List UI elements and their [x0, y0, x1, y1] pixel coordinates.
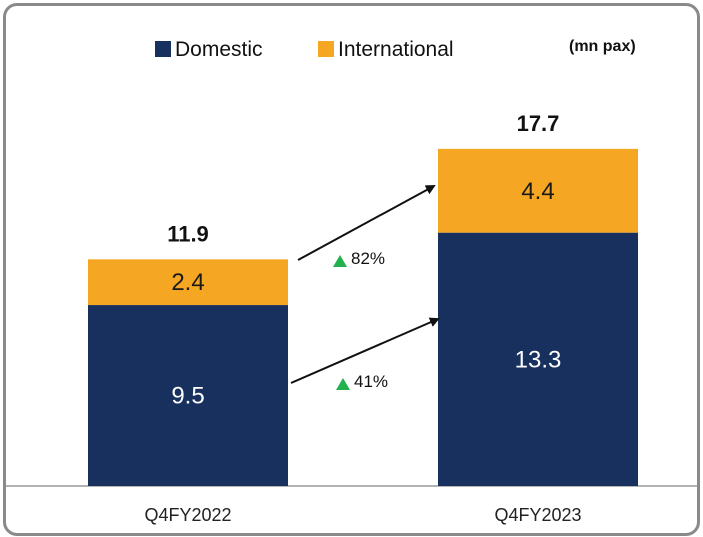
legend-swatch-domestic [155, 41, 171, 57]
bar-domestic-q4fy2022 [88, 305, 288, 486]
stacked-bar-chart: Domestic International (mn pax) 9.5 13.3… [6, 38, 697, 525]
chart-frame: Domestic International (mn pax) 9.5 13.3… [3, 3, 700, 536]
legend-label-international: International [338, 38, 454, 61]
growth-arrow-domestic [290, 317, 440, 384]
x-tick-label-q4fy2023: Q4FY2023 [494, 505, 581, 525]
x-tick-label-q4fy2022: Q4FY2022 [144, 505, 231, 525]
total-label-q4fy2023: 17.7 [517, 111, 560, 136]
legend-swatch-international [318, 41, 334, 57]
unit-label: (mn pax) [569, 38, 636, 55]
bar-international-q4fy2022 [88, 259, 288, 306]
value-label-domestic-q4fy2023: 13.3 [515, 346, 562, 373]
value-label-international-q4fy2023: 4.4 [521, 178, 554, 205]
up-triangle-icon [336, 378, 350, 390]
growth-label-domestic: 41% [354, 372, 388, 391]
bar-domestic-q4fy2023 [438, 232, 638, 486]
growth-label-international: 82% [351, 249, 385, 268]
up-triangle-icon [333, 255, 347, 267]
total-label-q4fy2022: 11.9 [167, 221, 209, 246]
value-label-international-q4fy2022: 2.4 [171, 269, 204, 296]
bar-international-q4fy2023 [438, 148, 638, 233]
value-label-domestic-q4fy2022: 9.5 [171, 383, 204, 410]
growth-arrow-international [297, 185, 436, 261]
legend-label-domestic: Domestic [175, 38, 263, 61]
